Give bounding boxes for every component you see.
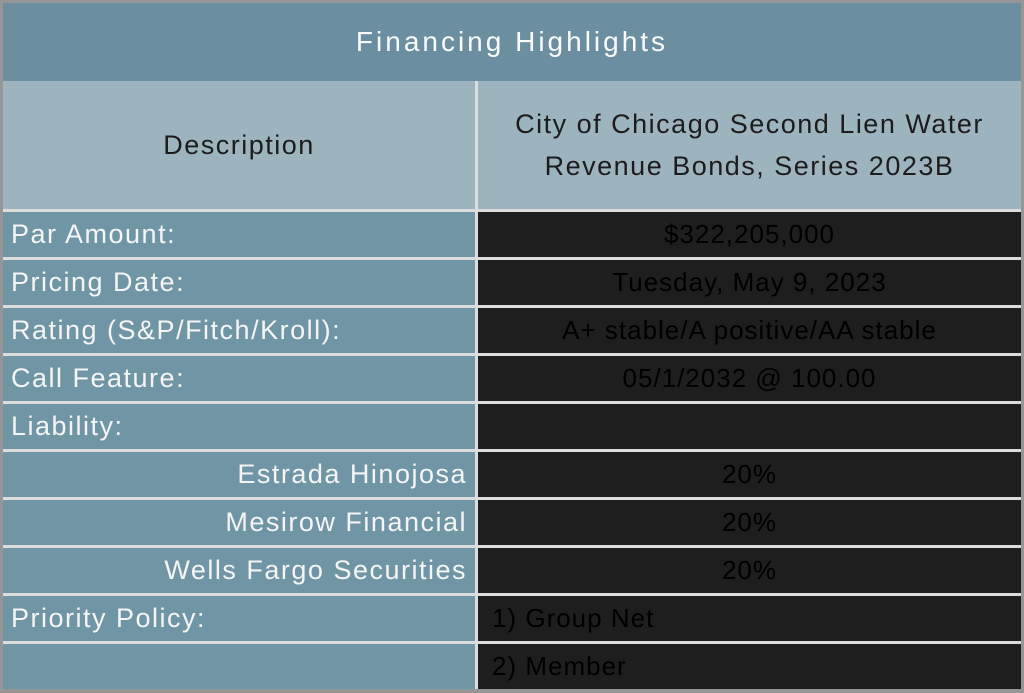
- row-label: Priority Policy:: [3, 596, 475, 641]
- row-rating: Rating (S&P/Fitch/Kroll): A+ stable/A po…: [3, 308, 1021, 353]
- column-divider: [475, 596, 478, 641]
- column-divider: [475, 356, 478, 401]
- row-label: Wells Fargo Securities: [3, 548, 475, 593]
- row-wells-fargo-securities: Wells Fargo Securities 20%: [3, 548, 1021, 593]
- column-divider: [475, 452, 478, 497]
- row-value: 20%: [478, 452, 1021, 497]
- row-label: Call Feature:: [3, 356, 475, 401]
- row-divider: [3, 305, 1021, 308]
- row-value: 2) Member: [478, 644, 1021, 689]
- column-divider: [475, 404, 478, 449]
- table-title: Financing Highlights: [3, 3, 1021, 81]
- row-liability: Liability:: [3, 404, 1021, 449]
- row-value: 20%: [478, 500, 1021, 545]
- row-label: Rating (S&P/Fitch/Kroll):: [3, 308, 475, 353]
- row-value: $322,205,000: [478, 212, 1021, 257]
- row-divider: [3, 401, 1021, 404]
- header-description: Description: [3, 81, 475, 209]
- row-label: [3, 644, 475, 689]
- column-divider: [475, 500, 478, 545]
- row-divider: [3, 353, 1021, 356]
- column-divider: [475, 644, 478, 689]
- row-label: Pricing Date:: [3, 260, 475, 305]
- row-value: [478, 404, 1021, 449]
- row-value: A+ stable/A positive/AA stable: [478, 308, 1021, 353]
- row-priority-policy-member: 2) Member: [3, 644, 1021, 689]
- row-priority-policy: Priority Policy: 1) Group Net: [3, 596, 1021, 641]
- column-divider: [475, 212, 478, 257]
- row-label: Par Amount:: [3, 212, 475, 257]
- row-mesirow-financial: Mesirow Financial 20%: [3, 500, 1021, 545]
- row-label: Mesirow Financial: [3, 500, 475, 545]
- row-divider: [3, 593, 1021, 596]
- row-value: 05/1/2032 @ 100.00: [478, 356, 1021, 401]
- row-call-feature: Call Feature: 05/1/2032 @ 100.00: [3, 356, 1021, 401]
- row-divider: [3, 641, 1021, 644]
- row-value: Tuesday, May 9, 2023: [478, 260, 1021, 305]
- column-divider: [475, 308, 478, 353]
- row-par-amount: Par Amount: $322,205,000: [3, 212, 1021, 257]
- row-label: Liability:: [3, 404, 475, 449]
- row-estrada-hinojosa: Estrada Hinojosa 20%: [3, 452, 1021, 497]
- header-row: Description City of Chicago Second Lien …: [3, 81, 1021, 209]
- row-label: Estrada Hinojosa: [3, 452, 475, 497]
- row-divider: [3, 545, 1021, 548]
- header-bond-description: City of Chicago Second Lien Water Revenu…: [478, 81, 1021, 209]
- row-value: 1) Group Net: [478, 596, 1021, 641]
- row-divider: [3, 449, 1021, 452]
- row-divider: [3, 497, 1021, 500]
- row-value: 20%: [478, 548, 1021, 593]
- row-divider: [3, 257, 1021, 260]
- column-divider: [475, 548, 478, 593]
- row-divider: [3, 209, 1021, 212]
- column-divider: [475, 81, 478, 209]
- row-pricing-date: Pricing Date: Tuesday, May 9, 2023: [3, 260, 1021, 305]
- column-divider: [475, 260, 478, 305]
